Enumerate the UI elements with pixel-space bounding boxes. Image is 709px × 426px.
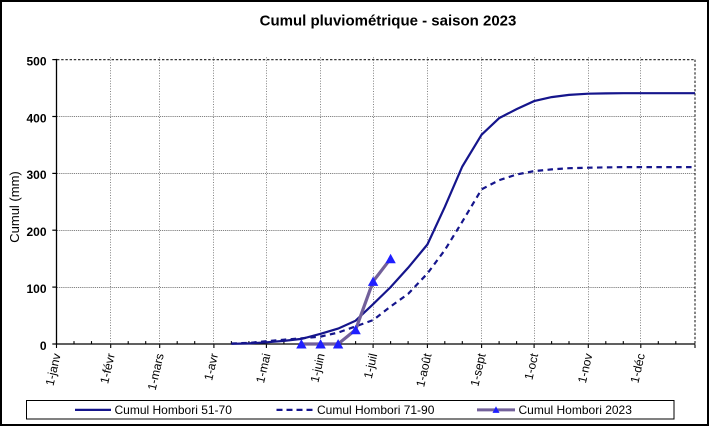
svg-text:1-juil: 1-juil xyxy=(361,352,380,380)
svg-text:Cumul pluviométrique - saison: Cumul pluviométrique - saison 2023 xyxy=(260,13,517,30)
svg-text:1-nov: 1-nov xyxy=(575,352,595,384)
svg-text:1-déc: 1-déc xyxy=(628,352,648,384)
svg-text:Cumul Hombori 51-70: Cumul Hombori 51-70 xyxy=(115,403,233,417)
svg-text:100: 100 xyxy=(26,282,46,296)
svg-text:1-juin: 1-juin xyxy=(307,352,327,384)
svg-text:300: 300 xyxy=(26,168,46,182)
svg-text:1-avr: 1-avr xyxy=(201,352,221,382)
svg-text:Cumul Hombori 2023: Cumul Hombori 2023 xyxy=(519,403,633,417)
svg-text:0: 0 xyxy=(40,339,47,353)
svg-text:500: 500 xyxy=(26,54,46,68)
svg-text:Cumul (mm): Cumul (mm) xyxy=(7,171,22,243)
svg-text:200: 200 xyxy=(26,225,46,239)
svg-text:1-févr: 1-févr xyxy=(97,352,118,385)
svg-text:400: 400 xyxy=(26,111,46,125)
svg-text:1-mai: 1-mai xyxy=(253,352,273,384)
svg-text:Cumul Hombori 71-90: Cumul Hombori 71-90 xyxy=(317,403,435,417)
svg-text:1-oct: 1-oct xyxy=(522,351,542,381)
